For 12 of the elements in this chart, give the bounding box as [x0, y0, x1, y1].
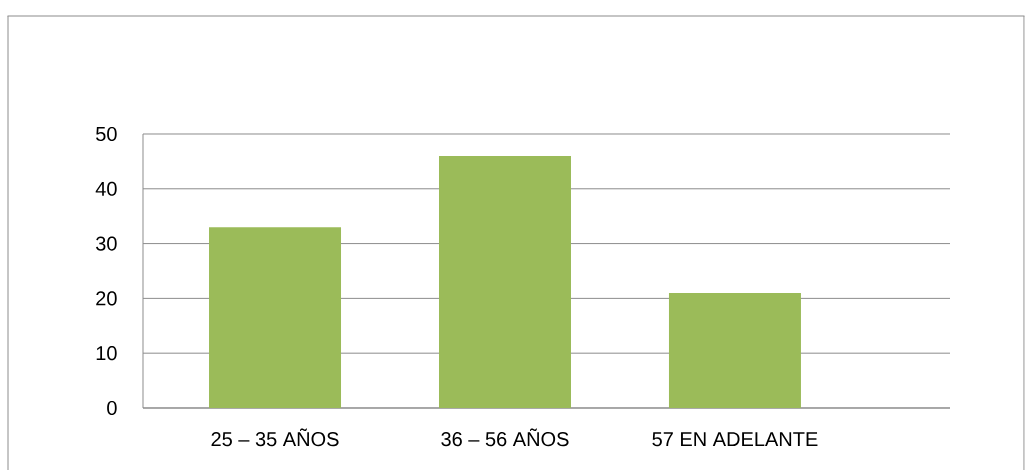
bar: [439, 155, 571, 408]
bar: [668, 292, 801, 408]
x-tick-label: 36 – 56 AÑOS: [441, 428, 569, 447]
x-tick-label: 57 EN ADELANTE: [652, 432, 818, 447]
y-tick-label: 20: [96, 291, 117, 306]
y-tick-label: 30: [96, 236, 117, 251]
y-tick-label: 0: [107, 400, 117, 416]
y-tick-label: 10: [96, 346, 117, 361]
y-tick-label: 40: [95, 181, 117, 196]
y-tick-label: 50: [96, 126, 117, 142]
bar: [209, 227, 342, 408]
x-tick-label: 25 – 35 AÑOS: [211, 428, 339, 447]
